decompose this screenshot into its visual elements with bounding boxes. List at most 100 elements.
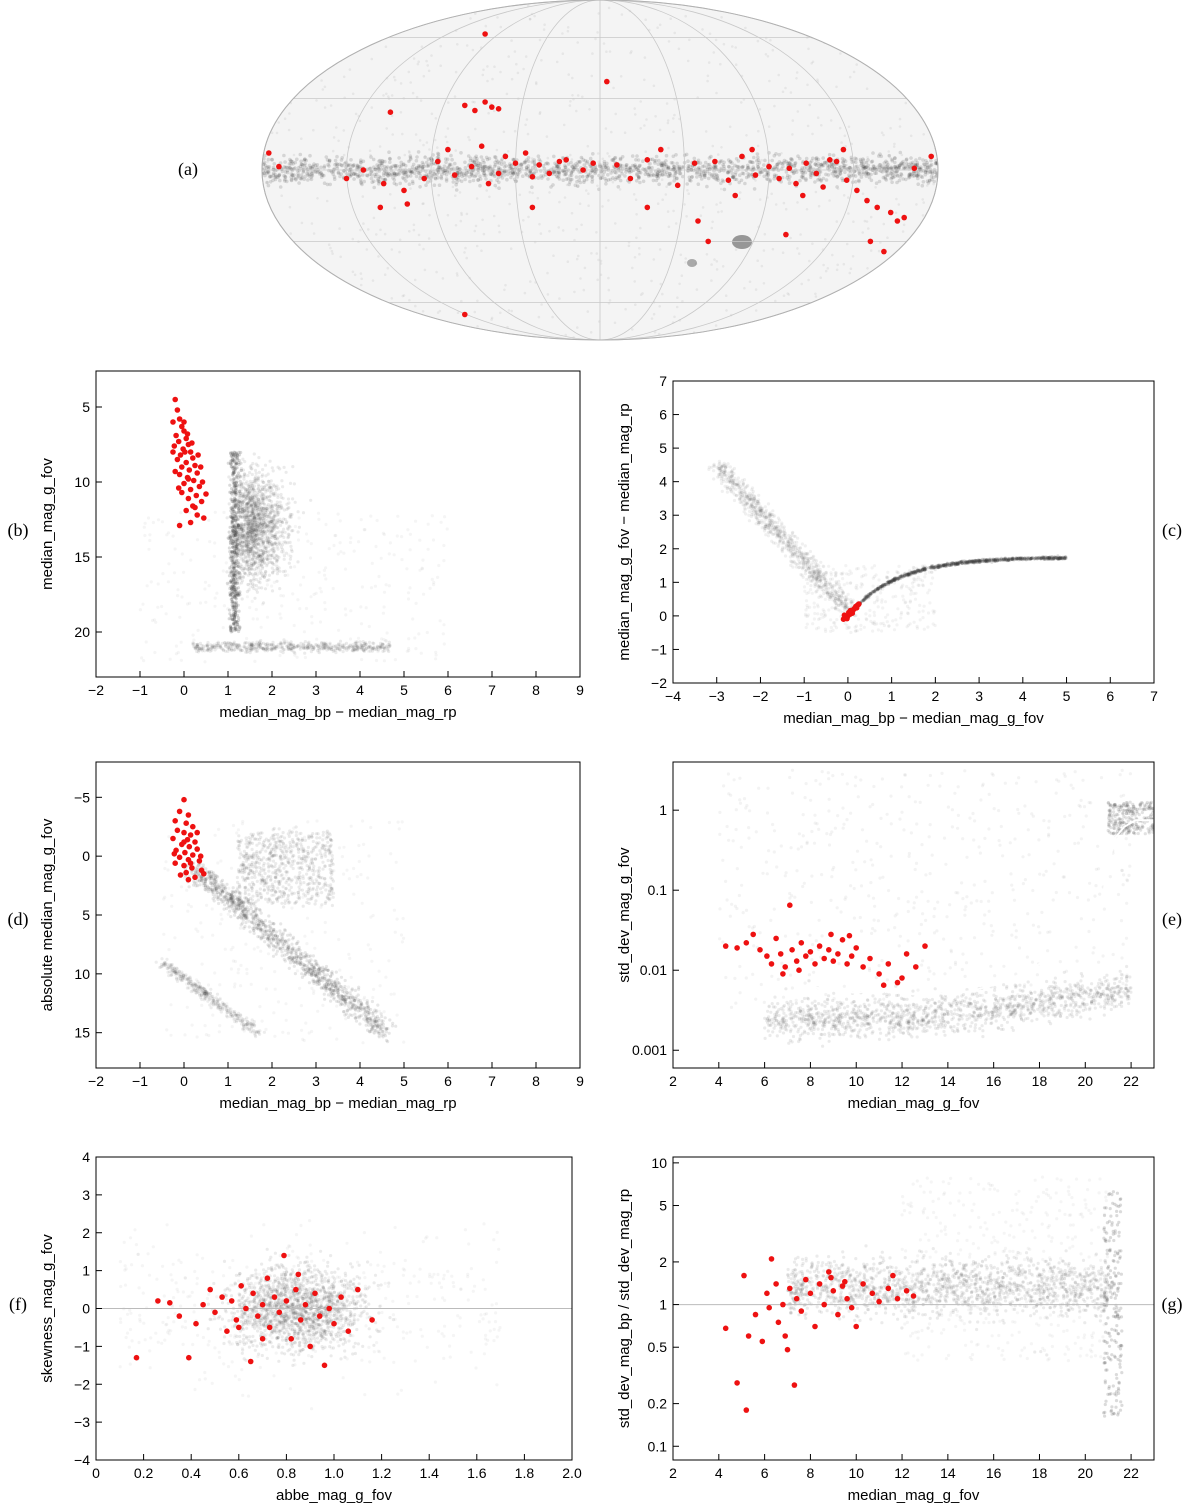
density-point (320, 7, 323, 10)
density-point (616, 176, 620, 180)
density-point (323, 85, 327, 89)
density-point (524, 55, 528, 58)
density-point (486, 165, 490, 170)
density-point (229, 571, 233, 575)
density-point (566, 260, 570, 264)
density-point (894, 166, 898, 171)
density-point (635, 172, 639, 176)
density-point (495, 148, 499, 152)
density-point (282, 647, 286, 652)
density-point (497, 161, 501, 165)
density-point (569, 153, 572, 157)
density-point (307, 172, 312, 176)
density-point (545, 161, 549, 165)
density-point (562, 172, 567, 177)
density-point (415, 95, 419, 99)
density-point (436, 146, 439, 149)
density-point (264, 570, 268, 574)
density-point (842, 194, 846, 197)
density-point (659, 164, 664, 168)
density-point (336, 170, 341, 175)
density-point (923, 170, 928, 174)
density-point (262, 160, 267, 165)
density-point (418, 185, 422, 189)
density-point (669, 160, 674, 165)
density-point (352, 172, 357, 176)
density-point (237, 462, 241, 467)
density-point (510, 77, 514, 81)
density-point (273, 172, 278, 177)
density-point (593, 171, 597, 176)
density-point (915, 61, 918, 65)
density-point (869, 249, 873, 252)
density-point (449, 153, 453, 158)
density-point (650, 165, 654, 170)
density-point (447, 162, 452, 167)
density-point (706, 163, 710, 167)
density-point (591, 152, 595, 156)
density-point (930, 177, 934, 182)
density-point (276, 557, 280, 562)
density-point (799, 233, 802, 236)
density-point (246, 552, 250, 556)
density-point (492, 109, 496, 113)
density-point (428, 213, 431, 217)
density-point (458, 191, 462, 194)
density-point (667, 171, 672, 176)
density-point (256, 510, 260, 514)
density-point (936, 289, 938, 293)
density-point (296, 174, 300, 179)
density-point (515, 175, 520, 179)
data-point (435, 158, 441, 165)
density-point (920, 175, 925, 179)
density-point (724, 294, 728, 298)
density-point (313, 170, 318, 174)
density-point (677, 47, 681, 51)
density-point (304, 166, 309, 170)
density-point (901, 177, 905, 181)
density-point (478, 166, 483, 171)
density-point (906, 162, 911, 167)
density-point (838, 172, 843, 176)
density-point (808, 259, 811, 263)
density-point (280, 479, 284, 483)
density-point (617, 170, 621, 174)
density-point (376, 166, 380, 171)
density-point (253, 568, 257, 572)
density-point (570, 177, 574, 182)
density-point (540, 59, 543, 62)
density-point (410, 169, 414, 174)
density-point (885, 160, 889, 165)
density-point (495, 178, 499, 182)
density-point (422, 143, 425, 147)
density-point (378, 175, 383, 180)
density-point (353, 171, 357, 175)
density-point (821, 156, 825, 160)
density-point (437, 165, 441, 170)
density-point (455, 177, 459, 181)
density-point (841, 165, 846, 170)
density-point (881, 301, 885, 304)
density-point (879, 154, 884, 159)
density-point (720, 178, 725, 182)
density-point (669, 173, 673, 178)
density-point (272, 491, 276, 496)
density-point (283, 160, 287, 164)
density-point (349, 158, 353, 162)
density-point (748, 330, 752, 334)
density-point (686, 166, 691, 171)
density-point (664, 193, 668, 196)
density-point (930, 170, 934, 174)
density-point (538, 222, 541, 226)
density-point (666, 165, 671, 170)
density-point (564, 169, 569, 174)
density-point (823, 34, 827, 38)
density-point (746, 174, 751, 179)
density-point (556, 175, 560, 180)
density-point (891, 175, 895, 180)
density-point (883, 175, 887, 179)
density-point (332, 136, 336, 139)
density-point (907, 174, 911, 178)
density-point (454, 194, 457, 197)
density-point (654, 115, 657, 118)
